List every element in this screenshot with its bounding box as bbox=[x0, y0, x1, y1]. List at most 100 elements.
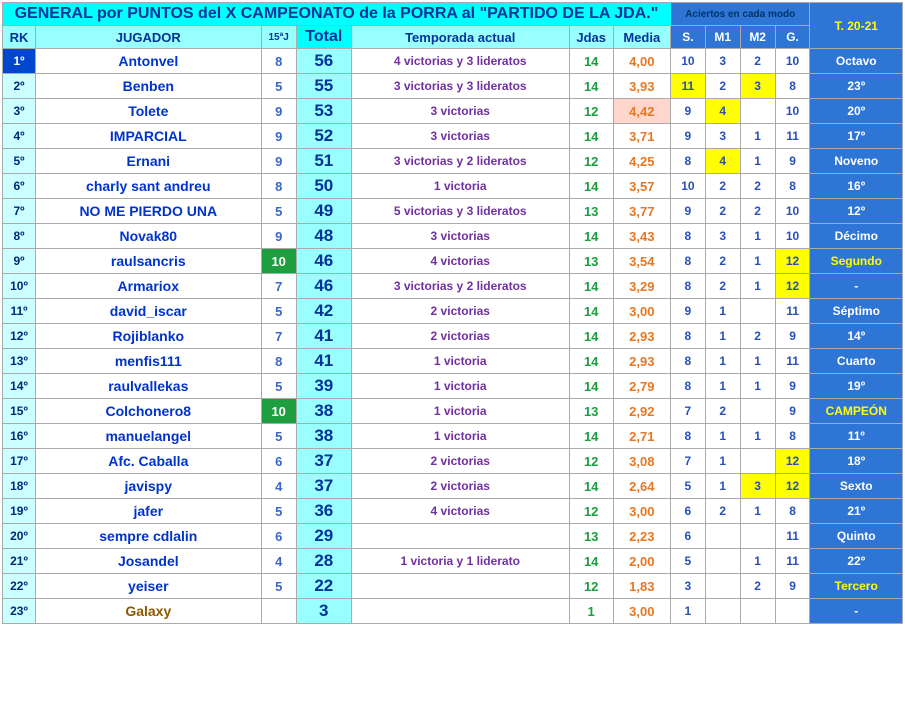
temp-cell: 3 victorias y 2 lideratos bbox=[351, 274, 569, 299]
jdas-cell: 12 bbox=[569, 449, 613, 474]
player-cell: yeiser bbox=[36, 574, 262, 599]
temp-cell: 1 victoria bbox=[351, 424, 569, 449]
t2021-cell: Sexto bbox=[810, 474, 903, 499]
g-cell: 12 bbox=[775, 249, 810, 274]
m2-cell: 1 bbox=[740, 549, 775, 574]
temp-cell: 1 victoria bbox=[351, 399, 569, 424]
m1-cell bbox=[705, 574, 740, 599]
temp-cell: 4 victorias y 3 lideratos bbox=[351, 49, 569, 74]
table-row: 15ºColchonero810381 victoria132,92729CAM… bbox=[3, 399, 903, 424]
j15-cell bbox=[261, 599, 296, 624]
media-cell: 3,00 bbox=[613, 599, 670, 624]
total-cell: 42 bbox=[296, 299, 351, 324]
jdas-cell: 12 bbox=[569, 99, 613, 124]
m2-cell bbox=[740, 299, 775, 324]
media-cell: 3,29 bbox=[613, 274, 670, 299]
media-cell: 2,93 bbox=[613, 349, 670, 374]
m1-cell: 1 bbox=[705, 374, 740, 399]
m2-cell: 2 bbox=[740, 49, 775, 74]
media-cell: 3,54 bbox=[613, 249, 670, 274]
media-cell: 4,42 bbox=[613, 99, 670, 124]
t2021-cell: Quinto bbox=[810, 524, 903, 549]
m2-cell: 1 bbox=[740, 224, 775, 249]
rank-cell: 16º bbox=[3, 424, 36, 449]
t2021-cell: 14º bbox=[810, 324, 903, 349]
media-cell: 2,93 bbox=[613, 324, 670, 349]
jdas-cell: 14 bbox=[569, 174, 613, 199]
s-cell: 10 bbox=[670, 174, 705, 199]
g-cell: 11 bbox=[775, 349, 810, 374]
jdas-cell: 13 bbox=[569, 399, 613, 424]
t2021-cell: 17º bbox=[810, 124, 903, 149]
player-cell: javispy bbox=[36, 474, 262, 499]
rank-cell: 12º bbox=[3, 324, 36, 349]
table-row: 3ºTolete9533 victorias124,42941020º bbox=[3, 99, 903, 124]
j15-cell: 8 bbox=[261, 349, 296, 374]
temp-cell: 4 victorias bbox=[351, 499, 569, 524]
player-cell: NO ME PIERDO UNA bbox=[36, 199, 262, 224]
player-cell: Antonvel bbox=[36, 49, 262, 74]
m2-cell: 3 bbox=[740, 74, 775, 99]
player-cell: Galaxy bbox=[36, 599, 262, 624]
table-row: 22ºyeiser522121,83329Tercero bbox=[3, 574, 903, 599]
g-cell: 10 bbox=[775, 224, 810, 249]
jdas-cell: 12 bbox=[569, 574, 613, 599]
t2021-cell: 20º bbox=[810, 99, 903, 124]
g-cell bbox=[775, 599, 810, 624]
player-cell: Armariox bbox=[36, 274, 262, 299]
total-cell: 49 bbox=[296, 199, 351, 224]
rank-cell: 8º bbox=[3, 224, 36, 249]
j15-cell: 6 bbox=[261, 524, 296, 549]
table-row: 4ºIMPARCIAL9523 victorias143,719311117º bbox=[3, 124, 903, 149]
player-cell: Tolete bbox=[36, 99, 262, 124]
total-cell: 3 bbox=[296, 599, 351, 624]
temp-cell: 3 victorias y 3 lideratos bbox=[351, 74, 569, 99]
s-cell: 6 bbox=[670, 499, 705, 524]
media-cell: 3,43 bbox=[613, 224, 670, 249]
j15-cell: 6 bbox=[261, 449, 296, 474]
total-cell: 29 bbox=[296, 524, 351, 549]
m2-cell: 1 bbox=[740, 424, 775, 449]
t2021-cell: Cuarto bbox=[810, 349, 903, 374]
table-row: 16ºmanuelangel5381 victoria142,71811811º bbox=[3, 424, 903, 449]
s-cell: 6 bbox=[670, 524, 705, 549]
header-t2021: T. 20-21 bbox=[810, 3, 903, 49]
rank-cell: 7º bbox=[3, 199, 36, 224]
t2021-cell: CAMPEÓN bbox=[810, 399, 903, 424]
rank-cell: 5º bbox=[3, 149, 36, 174]
g-cell: 8 bbox=[775, 174, 810, 199]
media-cell: 2,64 bbox=[613, 474, 670, 499]
j15-cell: 5 bbox=[261, 574, 296, 599]
m1-cell: 1 bbox=[705, 449, 740, 474]
player-cell: Josandel bbox=[36, 549, 262, 574]
total-cell: 53 bbox=[296, 99, 351, 124]
jdas-cell: 14 bbox=[569, 49, 613, 74]
total-cell: 41 bbox=[296, 349, 351, 374]
m1-cell: 3 bbox=[705, 124, 740, 149]
j15-cell: 8 bbox=[261, 174, 296, 199]
j15-cell: 10 bbox=[261, 399, 296, 424]
temp-cell: 2 victorias bbox=[351, 299, 569, 324]
t2021-cell: 12º bbox=[810, 199, 903, 224]
g-cell: 9 bbox=[775, 149, 810, 174]
s-cell: 8 bbox=[670, 374, 705, 399]
media-cell: 3,77 bbox=[613, 199, 670, 224]
g-cell: 9 bbox=[775, 574, 810, 599]
table-row: 11ºdavid_iscar5422 victorias143,009111Sé… bbox=[3, 299, 903, 324]
header-row: RK JUGADOR 15ªJ Total Temporada actual J… bbox=[3, 26, 903, 49]
s-cell: 8 bbox=[670, 424, 705, 449]
s-cell: 11 bbox=[670, 74, 705, 99]
m1-cell: 1 bbox=[705, 299, 740, 324]
s-cell: 9 bbox=[670, 299, 705, 324]
m2-cell bbox=[740, 524, 775, 549]
s-cell: 8 bbox=[670, 349, 705, 374]
table-row: 9ºraulsancris10464 victorias133,5482112S… bbox=[3, 249, 903, 274]
g-cell: 9 bbox=[775, 324, 810, 349]
player-cell: david_iscar bbox=[36, 299, 262, 324]
total-cell: 41 bbox=[296, 324, 351, 349]
total-cell: 46 bbox=[296, 274, 351, 299]
g-cell: 8 bbox=[775, 74, 810, 99]
player-cell: manuelangel bbox=[36, 424, 262, 449]
rank-cell: 23º bbox=[3, 599, 36, 624]
total-cell: 38 bbox=[296, 424, 351, 449]
